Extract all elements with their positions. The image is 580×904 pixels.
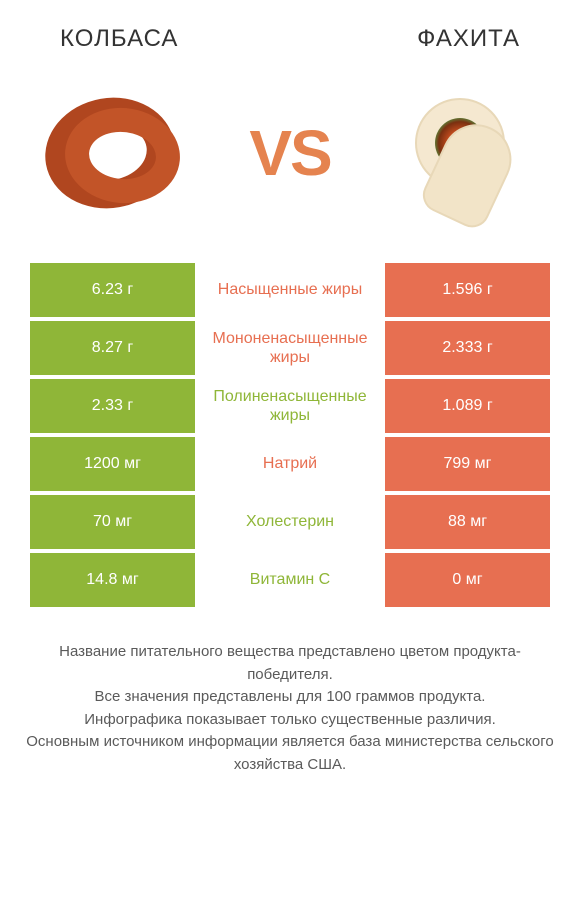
right-value: 799 мг bbox=[385, 437, 550, 491]
right-value: 1.596 г bbox=[385, 263, 550, 317]
nutrient-row: 70 мгХолестерин88 мг bbox=[30, 495, 550, 549]
nutrient-label: Мононенасыщенные жиры bbox=[195, 321, 385, 375]
fajita-icon bbox=[385, 88, 535, 218]
left-value: 8.27 г bbox=[30, 321, 195, 375]
footer-line: Инфографика показывает только существенн… bbox=[25, 709, 555, 732]
left-product-title: КОЛБАСА bbox=[60, 25, 178, 53]
right-value: 1.089 г bbox=[385, 379, 550, 433]
right-value: 0 мг bbox=[385, 553, 550, 607]
left-value: 70 мг bbox=[30, 495, 195, 549]
header-row: КОЛБАСА ФАХИТА bbox=[0, 0, 580, 63]
right-product-title: ФАХИТА bbox=[417, 25, 520, 53]
sausage-icon bbox=[40, 93, 200, 213]
nutrient-label: Полиненасыщенные жиры bbox=[195, 379, 385, 433]
nutrient-row: 6.23 гНасыщенные жиры1.596 г bbox=[30, 263, 550, 317]
nutrient-label: Натрий bbox=[195, 437, 385, 491]
right-value: 2.333 г bbox=[385, 321, 550, 375]
left-value: 14.8 мг bbox=[30, 553, 195, 607]
nutrient-label: Насыщенные жиры bbox=[195, 263, 385, 317]
left-value: 2.33 г bbox=[30, 379, 195, 433]
right-product-image bbox=[370, 78, 550, 228]
nutrient-label: Холестерин bbox=[195, 495, 385, 549]
footer-line: Все значения представлены для 100 граммо… bbox=[25, 686, 555, 709]
footer-notes: Название питательного вещества представл… bbox=[0, 611, 580, 776]
nutrient-row: 2.33 гПолиненасыщенные жиры1.089 г bbox=[30, 379, 550, 433]
vs-label: VS bbox=[249, 116, 330, 190]
left-value: 6.23 г bbox=[30, 263, 195, 317]
nutrient-row: 1200 мгНатрий799 мг bbox=[30, 437, 550, 491]
nutrient-row: 14.8 мгВитамин C0 мг bbox=[30, 553, 550, 607]
nutrient-label: Витамин C bbox=[195, 553, 385, 607]
nutrient-row: 8.27 гМононенасыщенные жиры2.333 г bbox=[30, 321, 550, 375]
nutrient-table: 6.23 гНасыщенные жиры1.596 г8.27 гМононе… bbox=[30, 263, 550, 607]
footer-line: Основным источником информации является … bbox=[25, 731, 555, 776]
footer-line: Название питательного вещества представл… bbox=[25, 641, 555, 686]
left-value: 1200 мг bbox=[30, 437, 195, 491]
left-product-image bbox=[30, 78, 210, 228]
right-value: 88 мг bbox=[385, 495, 550, 549]
images-row: VS bbox=[0, 63, 580, 263]
